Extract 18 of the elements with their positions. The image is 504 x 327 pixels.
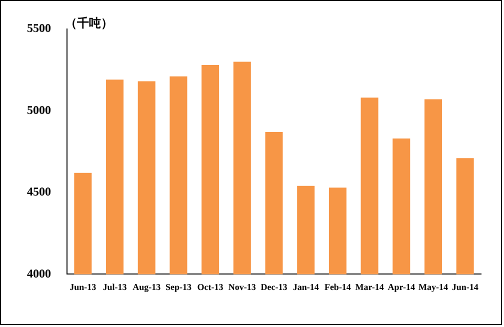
y-axis-title: （千吨） bbox=[65, 15, 113, 32]
y-tick-label: 4000 bbox=[27, 266, 51, 280]
y-tick-label: 5000 bbox=[27, 102, 51, 117]
x-tick-label: Mar-14 bbox=[355, 282, 384, 292]
x-tick-label: Jul-13 bbox=[102, 282, 128, 292]
y-tick-label: 5500 bbox=[27, 21, 51, 36]
x-tick-label: Apr-14 bbox=[388, 282, 416, 292]
x-tick-label: Dec-13 bbox=[260, 282, 288, 292]
x-tick-label: Feb-14 bbox=[324, 282, 352, 292]
x-tick-label: Jun-14 bbox=[452, 282, 479, 292]
y-tick-label: 4500 bbox=[27, 184, 51, 199]
x-tick-label: Sep-13 bbox=[165, 282, 192, 292]
x-tick-label: Nov-13 bbox=[228, 282, 256, 292]
x-tick-label: Jun-13 bbox=[70, 282, 97, 292]
x-tick-label: Aug-13 bbox=[132, 282, 162, 292]
x-tick-label: Oct-13 bbox=[197, 282, 224, 292]
x-tick-label: Jan-14 bbox=[292, 282, 320, 292]
x-tick-label: May-14 bbox=[418, 282, 448, 292]
